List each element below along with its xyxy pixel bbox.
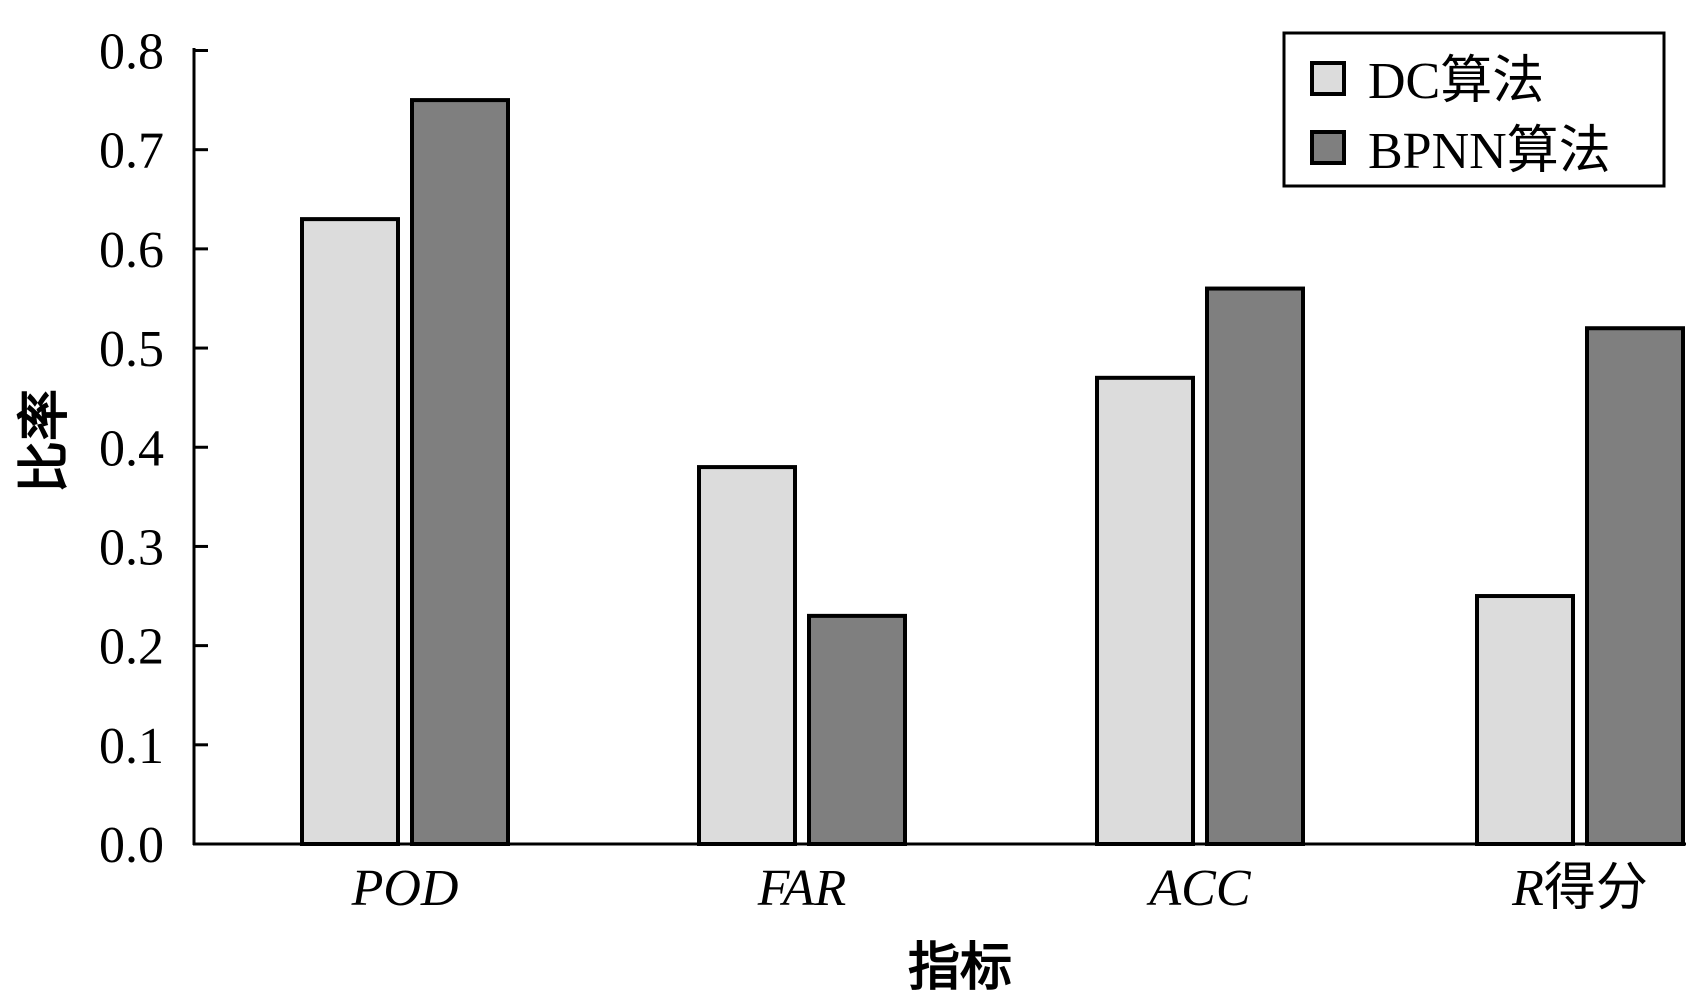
bar-dc-3 (1475, 594, 1575, 846)
y-ticks: 0.0 0.1 0.2 0.3 0.4 0.5 0.6 0.7 0.8 (99, 24, 208, 874)
legend-label-bpnn: BPNN算法 (1368, 123, 1611, 180)
y-tick-label: 0.1 (99, 718, 164, 775)
legend: DC算法 BPNN算法 (1282, 31, 1666, 188)
bar-bpnn-2 (1205, 286, 1305, 846)
x-tick-label: POD (351, 860, 459, 917)
y-tick-label: 0.0 (99, 817, 164, 874)
x-tick-label: ACC (1146, 860, 1251, 917)
bar-bpnn-1 (807, 613, 907, 847)
legend-box (1282, 31, 1666, 188)
legend-swatch-dc (1310, 61, 1346, 96)
bars-layer (300, 98, 1685, 847)
bar-bpnn-0 (410, 98, 510, 846)
legend-swatch-bpnn (1310, 130, 1346, 165)
bar-dc-1 (697, 465, 797, 846)
x-tick-label: FAR (757, 860, 847, 917)
y-tick-label: 0.7 (99, 123, 164, 180)
y-tick-label: 0.8 (99, 24, 164, 81)
y-tick-label: 0.3 (99, 519, 164, 576)
x-tick-label: R得分 (1511, 860, 1648, 917)
y-axis-label: 比率 (15, 389, 75, 493)
y-tick-label: 0.6 (99, 222, 164, 279)
bar-bpnn-3 (1585, 326, 1685, 847)
y-tick-label: 0.5 (99, 321, 164, 378)
bar-dc-2 (1095, 375, 1195, 846)
y-tick-label: 0.4 (99, 420, 164, 477)
bar-dc-0 (300, 217, 400, 846)
x-ticks: POD FAR ACC R得分 (351, 860, 1648, 917)
y-tick-label: 0.2 (99, 619, 164, 676)
x-axis-label: 指标 (908, 938, 1012, 998)
legend-label-dc: DC算法 (1368, 53, 1544, 110)
